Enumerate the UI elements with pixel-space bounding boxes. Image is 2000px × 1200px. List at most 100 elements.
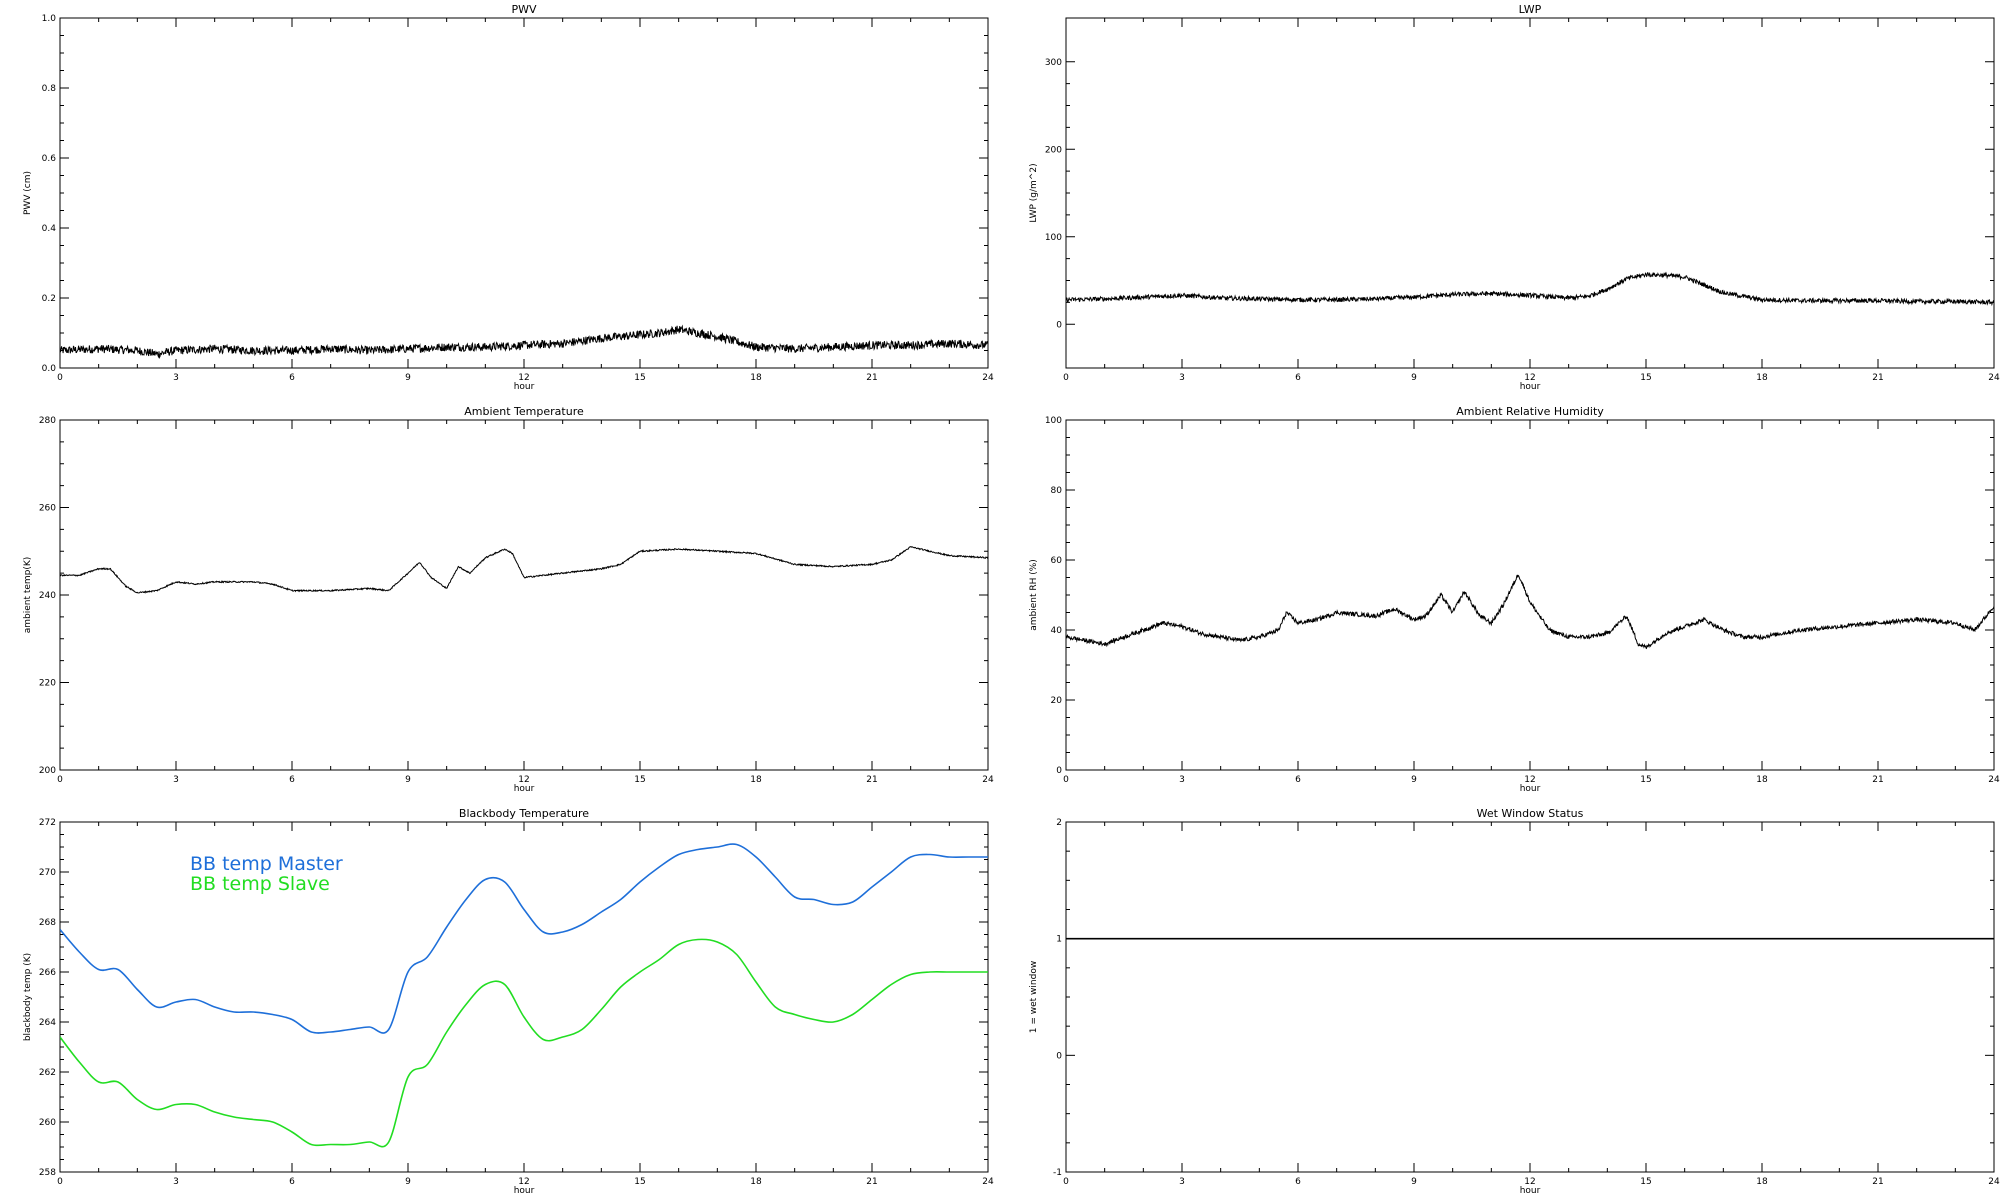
x-tick-label: 24 [1988, 775, 2000, 785]
x-tick-label: 12 [518, 373, 529, 383]
x-tick-label: 24 [982, 373, 994, 383]
x-tick-label: 21 [1872, 373, 1883, 383]
x-tick-label: 15 [634, 373, 645, 383]
x-tick-label: 0 [1063, 775, 1069, 785]
x-axis-label: hour [514, 784, 535, 794]
y-tick-label: 272 [39, 818, 56, 828]
x-tick-label: 9 [1411, 1177, 1417, 1187]
x-tick-label: 18 [750, 373, 762, 383]
x-tick-label: 12 [518, 1177, 529, 1187]
plot-frame [1065, 419, 1995, 771]
x-tick-label: 21 [1872, 1177, 1883, 1187]
x-tick-label: 6 [289, 373, 295, 383]
chart-pwv: PWV 0 3 6 9 12 15 18 21 24 0.0 0.2 0.4 0.6 0.8 1.0 hour P… [23, 3, 994, 392]
y-tick-label: 80 [1051, 486, 1063, 496]
y-tick-label: 2 [1056, 818, 1062, 828]
x-tick-label: 6 [1295, 1177, 1301, 1187]
x-tick-label: 0 [1063, 373, 1069, 383]
x-axis-label: hour [1520, 382, 1541, 392]
y-tick-label: 280 [39, 416, 56, 426]
legend-entry: BB temp Slave [190, 873, 330, 895]
x-tick-label: 9 [405, 775, 411, 785]
x-tick-label: 0 [57, 373, 63, 383]
y-tick-label: 268 [39, 918, 56, 928]
x-tick-label: 12 [1524, 775, 1535, 785]
x-tick-label: 15 [634, 1177, 645, 1187]
x-tick-label: 15 [1640, 1177, 1651, 1187]
x-tick-label: 15 [634, 775, 645, 785]
chart-lwp: LWP 0 3 6 9 12 15 18 21 24 0 100 200 300 hour LWP (g/m^… [1029, 3, 2000, 392]
chart-title: Blackbody Temperature [459, 807, 589, 820]
chart-ambient-rh: Ambient Relative Humidity 0 3 6 9 12 15 18 21 24 0… [1029, 405, 2000, 794]
x-tick-label: 12 [1524, 373, 1535, 383]
x-tick-label: 3 [1179, 775, 1185, 785]
y-tick-label: 0.6 [42, 154, 57, 164]
y-tick-label: 0 [1056, 320, 1062, 330]
x-tick-label: 9 [1411, 775, 1417, 785]
chart-bb-temp: Blackbody Temperature 0 3 6 9 12 15 18 21 24 258 26… [23, 807, 994, 1196]
x-tick-label: 0 [57, 775, 63, 785]
series-line [60, 324, 988, 360]
y-tick-label: 270 [39, 868, 56, 878]
plot-frame [59, 419, 989, 771]
x-tick-label: 15 [1640, 373, 1651, 383]
y-tick-label: 264 [39, 1018, 56, 1028]
chart-title: Ambient Temperature [464, 405, 584, 418]
x-tick-label: 12 [518, 775, 529, 785]
x-axis-label: hour [514, 1186, 535, 1196]
y-tick-label: 0.2 [42, 294, 56, 304]
x-tick-label: 6 [289, 1177, 295, 1187]
legend-entry: BB temp Master [190, 853, 343, 875]
x-tick-label: 18 [750, 1177, 762, 1187]
y-tick-label: 260 [39, 504, 56, 514]
y-axis-label: ambient temp(K) [23, 557, 33, 634]
plot-frame [1065, 17, 1995, 369]
y-tick-label: 0 [1056, 766, 1062, 776]
y-axis-label: PWV (cm) [23, 171, 33, 215]
y-tick-label: 300 [1045, 58, 1062, 68]
y-axis-label: ambient RH (%) [1029, 559, 1039, 631]
x-tick-label: 6 [1295, 373, 1301, 383]
y-tick-label: 0.4 [42, 224, 57, 234]
x-tick-label: 18 [1756, 775, 1768, 785]
x-tick-label: 9 [1411, 373, 1417, 383]
x-tick-label: 6 [289, 775, 295, 785]
y-tick-label: 60 [1051, 556, 1063, 566]
x-tick-label: 3 [173, 373, 179, 383]
x-tick-label: 3 [1179, 373, 1185, 383]
x-tick-label: 0 [57, 1177, 63, 1187]
series-line [60, 938, 988, 1148]
y-tick-label: 258 [39, 1168, 56, 1178]
y-tick-label: 200 [1045, 145, 1062, 155]
x-tick-label: 6 [1295, 775, 1301, 785]
x-tick-label: 3 [173, 1177, 179, 1187]
chart-title: LWP [1519, 3, 1542, 16]
y-tick-label: 240 [39, 591, 56, 601]
series-line [1066, 271, 1994, 307]
y-tick-label: 262 [39, 1068, 56, 1078]
y-tick-label: 260 [39, 1118, 56, 1128]
x-tick-label: 12 [1524, 1177, 1535, 1187]
x-tick-label: 3 [173, 775, 179, 785]
x-tick-label: 18 [750, 775, 762, 785]
x-tick-label: 18 [1756, 1177, 1768, 1187]
chart-ambient-temp: Ambient Temperature 0 3 6 9 12 15 18 21 24 200 220 2… [23, 405, 994, 794]
series-line [60, 546, 988, 594]
y-tick-label: 20 [1051, 696, 1063, 706]
y-tick-label: 220 [39, 679, 56, 689]
x-axis-label: hour [1520, 1186, 1541, 1196]
x-tick-label: 21 [1872, 775, 1883, 785]
y-axis-label: LWP (g/m^2) [1029, 163, 1039, 222]
y-tick-label: 100 [1045, 233, 1062, 243]
y-tick-label: 1 [1056, 935, 1062, 945]
y-tick-label: 100 [1045, 416, 1062, 426]
x-tick-label: 21 [866, 1177, 877, 1187]
y-axis-label: blackbody temp (K) [23, 953, 33, 1041]
x-tick-label: 24 [982, 1177, 994, 1187]
x-tick-label: 21 [866, 373, 877, 383]
x-tick-label: 24 [982, 775, 994, 785]
y-tick-label: 200 [39, 766, 56, 776]
y-tick-label: 0.8 [42, 84, 57, 94]
